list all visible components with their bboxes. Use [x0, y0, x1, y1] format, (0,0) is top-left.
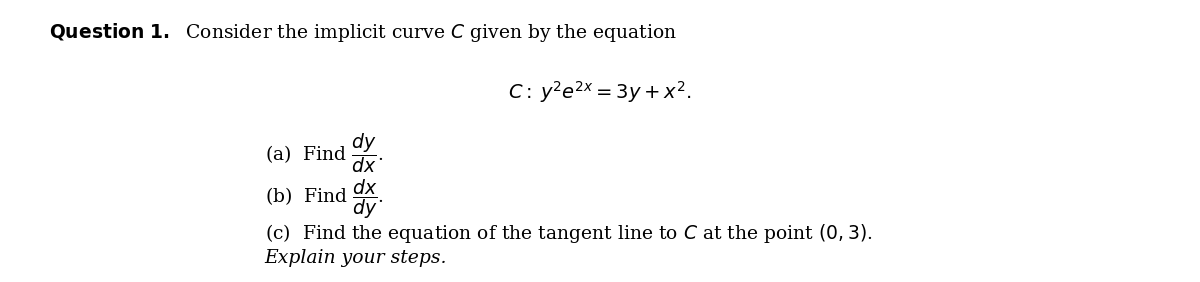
Text: (c)  Find the equation of the tangent line to $C$ at the point $(0, 3)$.: (c) Find the equation of the tangent lin…: [265, 222, 872, 245]
Text: $C:\: y^2e^{2x} = 3y + x^2.$: $C:\: y^2e^{2x} = 3y + x^2.$: [509, 80, 691, 105]
Text: (b)  Find $\dfrac{dx}{dy}$.: (b) Find $\dfrac{dx}{dy}$.: [265, 177, 384, 221]
Text: (a)  Find $\dfrac{dy}{dx}$.: (a) Find $\dfrac{dy}{dx}$.: [265, 131, 383, 175]
Text: $\mathbf{Question\ 1.}$  Consider the implicit curve $C$ given by the equation: $\mathbf{Question\ 1.}$ Consider the imp…: [49, 21, 678, 44]
Text: Explain your steps.: Explain your steps.: [265, 249, 448, 267]
